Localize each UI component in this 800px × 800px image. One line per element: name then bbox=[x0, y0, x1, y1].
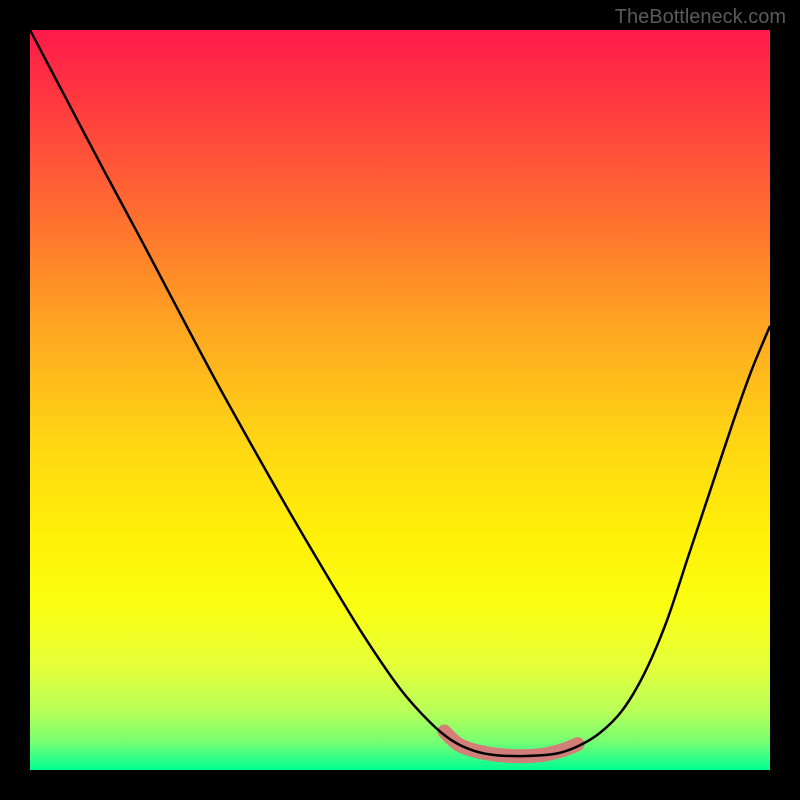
watermark-text: TheBottleneck.com bbox=[615, 6, 786, 29]
plot-area bbox=[30, 30, 770, 770]
curve-layer bbox=[30, 30, 770, 770]
bottleneck-curve bbox=[30, 30, 770, 756]
